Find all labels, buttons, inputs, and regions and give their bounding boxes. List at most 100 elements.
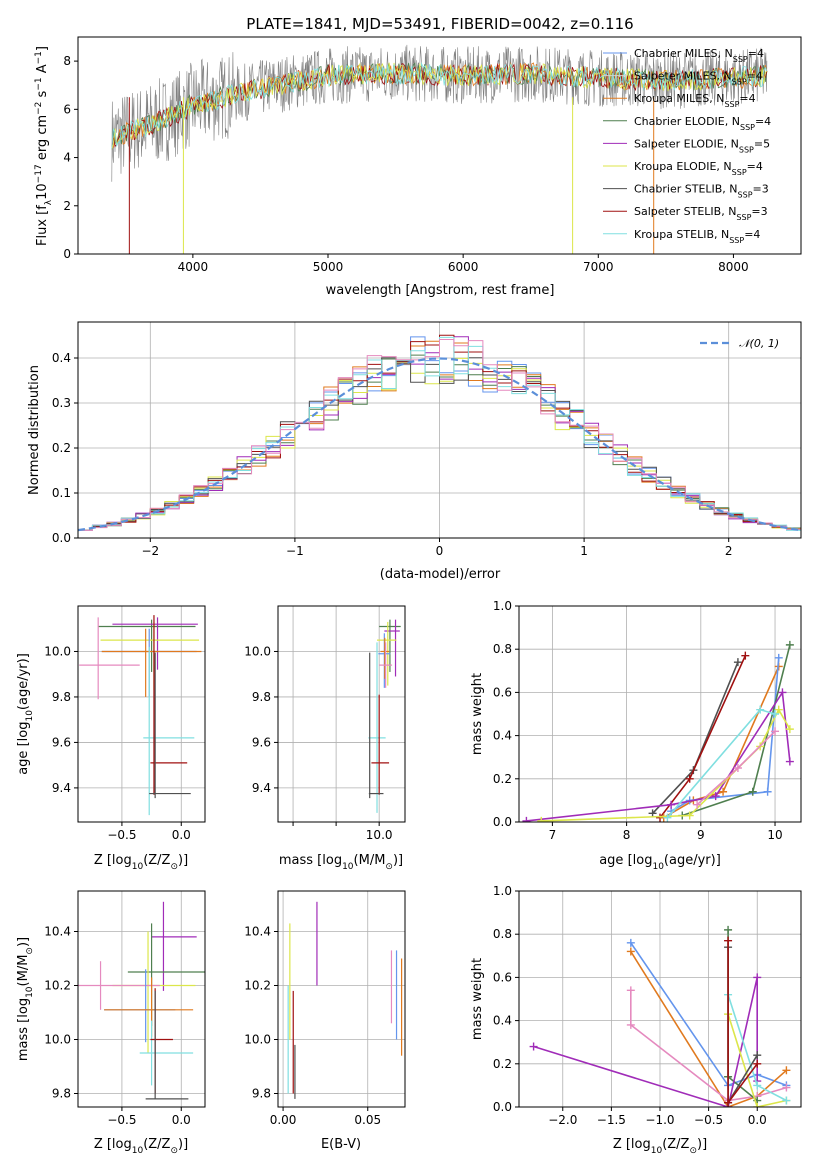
gaussian-curve [78, 357, 801, 532]
x-axis-label: E(B-V) [321, 1137, 361, 1152]
weight-line [659, 655, 747, 819]
weight-marker [774, 705, 783, 714]
label-part: (age/yr)] [664, 853, 721, 868]
label-part: s [35, 90, 50, 101]
legend-label-part: =3 [751, 205, 767, 218]
y-tick-label: 10.2 [44, 979, 71, 993]
weight-line [727, 1013, 787, 1107]
x-tick-label: 6000 [448, 260, 479, 274]
label-part: −1 [34, 51, 44, 64]
axes-frame [77, 36, 802, 255]
label-part: 10 [132, 1146, 144, 1156]
y-tick-label: 8 [63, 54, 71, 68]
y-tick-label: 0.3 [52, 396, 71, 410]
y-tick-label: 9.8 [52, 1087, 71, 1101]
legend-label-part: =5 [754, 137, 770, 150]
legend-label: Chabrier MILES, NSSP=4 [634, 47, 764, 64]
y-tick-label: 9.8 [252, 1087, 271, 1101]
legend-label: Kroupa MILES, NSSP=4 [634, 92, 756, 109]
label-part: ⊙ [689, 1146, 697, 1156]
x-tick-label: 7000 [583, 260, 614, 274]
weight-line [670, 657, 780, 812]
y-axis-label: mass weight [470, 673, 485, 755]
weight-marker [774, 653, 783, 662]
legend-label-part: =4 [748, 47, 764, 60]
y-tick-label: 6 [63, 102, 71, 116]
weight-marker [711, 792, 720, 801]
y-tick-label: 1.0 [493, 884, 512, 898]
label-part: )] [393, 853, 403, 868]
x-tick-label: −0.5 [107, 828, 136, 842]
legend-label-part: Salpeter ELODIE, N [634, 137, 739, 150]
x-tick-label: −1 [286, 544, 304, 558]
x-tick-label: 7 [549, 828, 557, 842]
x-tick-label: 4000 [178, 260, 209, 274]
weight-marker [667, 800, 676, 809]
weight-marker [753, 1059, 762, 1068]
weight-line [727, 929, 758, 1102]
weight-marker [753, 1103, 762, 1107]
model-spectrum [111, 62, 768, 150]
plot-area [78, 322, 801, 538]
y-tick-label: 0.0 [493, 815, 512, 829]
weight-marker [741, 651, 750, 660]
legend-label-part: SSP [738, 190, 753, 199]
weight-line [533, 977, 758, 1107]
plot-area [78, 606, 205, 822]
label-part: 10 [25, 710, 35, 722]
label-part: (Z/Z [662, 1137, 689, 1152]
weight-line [652, 661, 739, 814]
weight-marker [753, 973, 762, 982]
y-tick-label: 10.0 [244, 644, 271, 658]
x-tick-label: 5000 [313, 260, 344, 274]
legend-label-part: SSP [732, 77, 747, 86]
x-axis-label: wavelength [Angstrom, rest frame] [326, 283, 555, 298]
x-tick-label: 0.0 [172, 1113, 191, 1127]
plot-area [278, 606, 405, 822]
legend-label-part: =4 [747, 160, 763, 173]
label-part: ⊙ [25, 947, 35, 955]
weight-marker [756, 705, 765, 714]
label-part: )] [178, 1137, 188, 1152]
axes-mass_vs_Z: −0.5 0.0 9.8 10.0 10.2 10.4 [44, 890, 206, 1127]
x-tick-label: −0.5 [694, 1113, 723, 1127]
residual-histogram [78, 339, 801, 531]
y-tick-label: 9.8 [252, 690, 271, 704]
weight-marker [771, 727, 780, 736]
weight-marker [782, 1083, 791, 1092]
label-part: Z [log [613, 1137, 651, 1152]
legend-label-part: SSP [732, 168, 747, 177]
weight-line [682, 644, 791, 817]
weight-marker [522, 816, 531, 822]
legend-label: Salpeter ELODIE, NSSP=5 [634, 137, 770, 154]
label-part: Z [log [94, 853, 132, 868]
y-tick-label: 10.0 [44, 1033, 71, 1047]
weight-marker [648, 809, 657, 818]
label-part: 10 [342, 862, 354, 872]
weight-marker [719, 787, 728, 796]
y-tick-label: 10.0 [244, 1033, 271, 1047]
weight-marker [753, 1051, 762, 1060]
weight-line [630, 951, 787, 1107]
label-part: ⊙ [385, 862, 393, 872]
label-part: mass [log [279, 853, 342, 868]
label-part: 10 [35, 183, 50, 200]
legend-label-part: Chabrier MILES, N [634, 47, 733, 60]
legend-label: Chabrier ELODIE, NSSP=4 [634, 115, 771, 132]
y-tick-label: 0.8 [493, 642, 512, 656]
weight-marker [782, 1066, 791, 1075]
y-tick-label: 0.6 [493, 970, 512, 984]
weight-marker [748, 787, 757, 796]
label-part: ] [35, 46, 50, 51]
x-tick-label: −2.0 [548, 1113, 577, 1127]
weight-marker [529, 1042, 538, 1051]
weight-marker [785, 725, 794, 734]
label-part: (Z/Z [143, 853, 170, 868]
weight-marker [685, 774, 694, 783]
weight-marker [626, 938, 635, 947]
weight-marker [537, 816, 546, 822]
label-part: 10 [651, 1146, 663, 1156]
y-tick-label: 1.0 [493, 599, 512, 613]
legend-label-part: =4 [744, 228, 760, 241]
x-axis-label: (data-model)/error [380, 567, 501, 582]
